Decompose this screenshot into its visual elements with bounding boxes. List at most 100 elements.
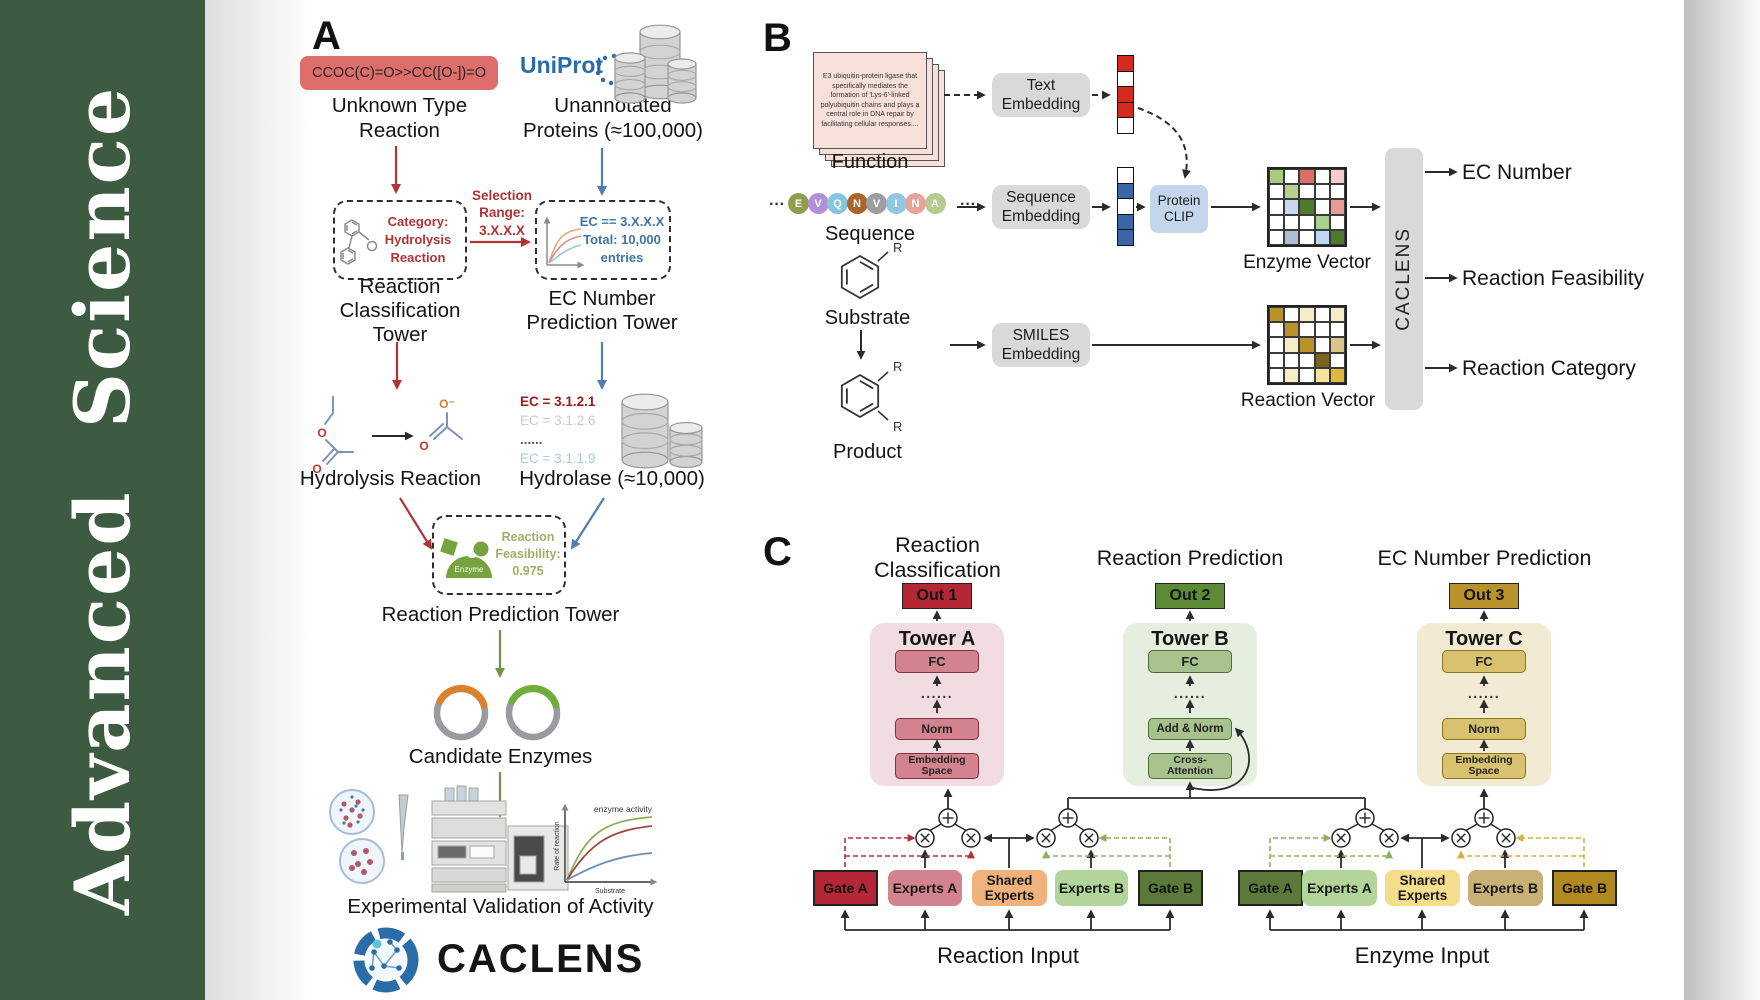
sequence-label: Sequence xyxy=(824,222,916,245)
matrix-cell xyxy=(1299,307,1315,323)
matrix-cell xyxy=(1329,367,1345,383)
petri-dish-icons xyxy=(329,789,409,884)
enzyme-experts-b: Experts B xyxy=(1468,870,1543,906)
output-reaction-feasibility: Reaction Feasibility xyxy=(1462,267,1645,290)
vector-cell xyxy=(1118,199,1133,215)
matrix-cell xyxy=(1269,307,1285,323)
acetate-molecule-icon: O⁻ O xyxy=(419,397,463,453)
matrix-cell xyxy=(1284,214,1300,230)
tower-c-dots: ...... xyxy=(1467,685,1501,701)
tower-a-fc: FC xyxy=(895,650,979,673)
enzyme-experts-a: Experts A xyxy=(1302,870,1377,906)
caclens-model-bar: CACLENS xyxy=(1385,148,1423,410)
residue-circle: Q xyxy=(827,193,848,214)
matrix-cell xyxy=(1269,199,1285,215)
ec-list-item: EC = 3.1.2.1 xyxy=(520,394,596,409)
reaction-vector-matrix xyxy=(1267,305,1347,385)
output-ec-number: EC Number xyxy=(1462,161,1572,184)
matrix-cell xyxy=(1329,214,1345,230)
matrix-cell xyxy=(1269,169,1285,185)
matrix-cell xyxy=(1314,322,1330,338)
matrix-cell xyxy=(1314,229,1330,245)
product-r2-label: R xyxy=(893,419,902,434)
matrix-cell xyxy=(1329,352,1345,368)
journal-sidebar: Advanced Science xyxy=(0,0,205,1000)
substrate-label: Substrate xyxy=(824,306,911,329)
matrix-cell xyxy=(1299,184,1315,200)
matrix-cell xyxy=(1284,352,1300,368)
sequence-embedding-box: Sequence Embedding xyxy=(992,185,1090,229)
caclens-logo-text: CACLENS xyxy=(437,937,645,981)
matrix-cell xyxy=(1284,184,1300,200)
matrix-cell xyxy=(1269,229,1285,245)
svg-text:O: O xyxy=(317,426,326,440)
matrix-cell xyxy=(1299,352,1315,368)
smiles-embedding-box: SMILES Embedding xyxy=(992,323,1090,367)
vector-cell xyxy=(1118,118,1133,133)
hydrolysis-reaction-label: Hydrolysis Reaction xyxy=(299,467,482,490)
out1-box: Out 1 xyxy=(902,583,972,609)
hydrolase-label: Hydrolase (≈10,000) xyxy=(519,467,705,490)
reaction-classification-box xyxy=(333,200,467,280)
function-label: Function xyxy=(831,150,909,173)
panel-b-label: B xyxy=(763,16,792,60)
matrix-cell xyxy=(1314,214,1330,230)
caclens-logo-icon xyxy=(353,927,419,993)
matrix-cell xyxy=(1284,322,1300,338)
hydrolase-database-icon xyxy=(621,393,703,469)
validation-label: Experimental Validation of Activity xyxy=(347,895,654,918)
reaction-shared-experts: Shared Experts xyxy=(972,870,1047,906)
panel-c-label: C xyxy=(763,530,792,574)
out3-box: Out 3 xyxy=(1449,583,1519,609)
text-embedding-box: Text Embedding xyxy=(992,73,1090,117)
residue-circle: V xyxy=(807,193,829,214)
journal-name: Advanced Science xyxy=(58,85,147,915)
output-reaction-category: Reaction Category xyxy=(1462,357,1636,380)
text-embedding-vector xyxy=(1117,55,1134,134)
vector-cell xyxy=(1118,230,1133,245)
ec-list-item: EC = 3.1.2.6 xyxy=(520,413,596,428)
svg-text:O: O xyxy=(419,439,428,453)
matrix-cell xyxy=(1329,199,1345,215)
matrix-cell xyxy=(1314,199,1330,215)
residue-circle: N xyxy=(846,193,868,214)
matrix-cell xyxy=(1299,214,1315,230)
matrix-cell xyxy=(1314,367,1330,383)
vector-cell xyxy=(1118,168,1133,184)
sequence-embedding-vector xyxy=(1117,167,1134,246)
smiles-pill: CCOC(C)=O>>CC([O-])=O xyxy=(300,56,498,90)
tower-a-embedding-space: Embedding Space xyxy=(895,753,979,779)
matrix-cell xyxy=(1329,229,1345,245)
uniprot-logo-text: UniProt xyxy=(520,52,604,78)
title-reaction-classification: Reaction Classification xyxy=(874,533,1001,582)
vector-cell xyxy=(1118,102,1133,119)
matrix-cell xyxy=(1314,184,1330,200)
matrix-cell xyxy=(1269,322,1285,338)
tower-c-embedding-space: Embedding Space xyxy=(1442,753,1526,779)
residue-circle: V xyxy=(866,193,887,214)
vector-cell xyxy=(1118,183,1133,200)
matrix-cell xyxy=(1284,307,1300,323)
title-ec-number-prediction: EC Number Prediction xyxy=(1377,545,1592,570)
tower-a-title: Tower A xyxy=(898,627,976,650)
hplc-instrument-icon xyxy=(431,785,569,893)
matrix-cell xyxy=(1269,352,1285,368)
unknown-reaction-label: Unknown Type Reaction xyxy=(331,94,468,142)
tower-c-fc: FC xyxy=(1442,650,1526,673)
matrix-cell xyxy=(1314,169,1330,185)
matrix-cell xyxy=(1284,337,1300,353)
ec-result-list: EC = 3.1.2.1 EC = 3.1.2.6...... EC = 3.1.1… xyxy=(520,392,610,472)
activity-plot-title: enzyme activity xyxy=(594,804,653,814)
product-label: Product xyxy=(833,440,902,463)
enzyme-shared-experts: Shared Experts xyxy=(1385,870,1460,906)
ec-tower-label: EC Number Prediction Tower xyxy=(526,287,678,334)
activity-plot-icon: enzyme activity Rate of reaction Substra… xyxy=(554,803,658,895)
vector-cell xyxy=(1118,56,1133,72)
tower-b-dots: ...... xyxy=(1173,685,1207,701)
title-reaction-prediction: Reaction Prediction xyxy=(1096,545,1284,570)
classification-tower-label: Reaction Classification Tower xyxy=(339,275,461,346)
matrix-cell xyxy=(1284,229,1300,245)
reaction-experts-a: Experts A xyxy=(888,870,962,906)
vector-cell xyxy=(1118,87,1133,103)
